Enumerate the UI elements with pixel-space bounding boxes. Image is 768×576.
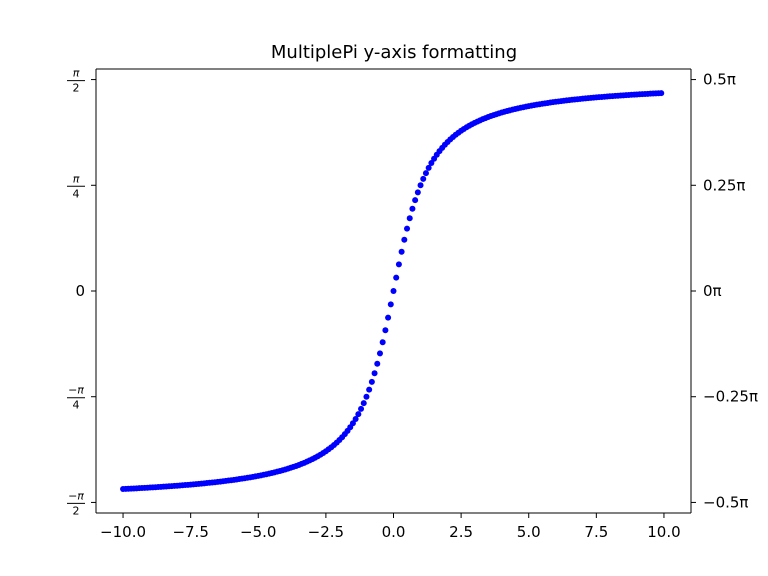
data-point xyxy=(420,175,427,182)
y-tick-label-right: 0.25π xyxy=(703,176,745,194)
data-point xyxy=(417,182,424,189)
data-point xyxy=(412,197,419,204)
x-tick-label: 0.0 xyxy=(382,523,406,541)
y-tick-label-right: 0.5π xyxy=(703,71,736,89)
data-point xyxy=(401,236,408,243)
x-tick-label: −5.0 xyxy=(240,523,276,541)
x-tick-label: 7.5 xyxy=(584,523,608,541)
fraction-denominator: 4 xyxy=(73,187,80,200)
y-tick-label-left: −π 2 xyxy=(67,489,85,517)
y-tick-label-left: π4 xyxy=(67,172,85,200)
x-tick-label: 2.5 xyxy=(449,523,473,541)
data-point xyxy=(374,360,381,367)
data-point xyxy=(376,350,383,357)
data-point xyxy=(425,164,432,171)
data-point xyxy=(393,274,400,281)
data-point xyxy=(422,170,429,177)
y-tick-label-right: 0π xyxy=(703,282,722,300)
data-point xyxy=(404,225,411,232)
data-point xyxy=(355,411,362,418)
data-point xyxy=(349,420,356,427)
data-point xyxy=(368,378,375,385)
data-point xyxy=(398,248,405,255)
y-tick-label-right: −0.5π xyxy=(703,493,748,511)
x-tick-label: 10.0 xyxy=(647,523,680,541)
data-point xyxy=(390,288,397,294)
y-tick-label-right: −0.25π xyxy=(703,388,758,406)
data-point xyxy=(379,339,386,346)
data-point xyxy=(363,393,370,400)
fraction-denominator: 2 xyxy=(73,82,80,95)
data-point xyxy=(352,415,359,422)
data-point xyxy=(428,160,435,167)
fraction-numerator: π xyxy=(73,172,80,185)
x-tick-label: −10.0 xyxy=(100,523,146,541)
data-point xyxy=(358,405,365,412)
fraction-denominator: 2 xyxy=(73,504,80,517)
data-point xyxy=(385,314,392,321)
data-point xyxy=(395,261,402,268)
y-tick-label-left: π2 xyxy=(67,67,85,95)
x-tick-label: 5.0 xyxy=(517,523,541,541)
x-tick-label: −2.5 xyxy=(308,523,344,541)
data-point xyxy=(366,386,373,393)
fraction-numerator: −π xyxy=(68,384,84,397)
data-point xyxy=(409,205,416,212)
fraction-numerator: π xyxy=(73,67,80,80)
data-point xyxy=(382,327,389,334)
data-point xyxy=(387,301,394,308)
data-point xyxy=(406,215,413,222)
fraction-numerator: −π xyxy=(68,489,84,502)
data-point xyxy=(414,189,421,196)
y-tick-label-left: 0 xyxy=(75,282,85,300)
data-point xyxy=(371,370,378,377)
fraction-denominator: 4 xyxy=(73,399,80,412)
chart-title: MultiplePi y-axis formatting xyxy=(271,42,517,63)
data-point xyxy=(360,400,367,407)
x-tick-label: −7.5 xyxy=(172,523,208,541)
plot-area: −10.0 −7.5 −5.0 −2.5 0.0 2.5 5.0 7.5 10.0π2π40−π… xyxy=(67,67,758,541)
data-point xyxy=(658,90,665,97)
y-tick-label-left: −π 4 xyxy=(67,384,85,412)
